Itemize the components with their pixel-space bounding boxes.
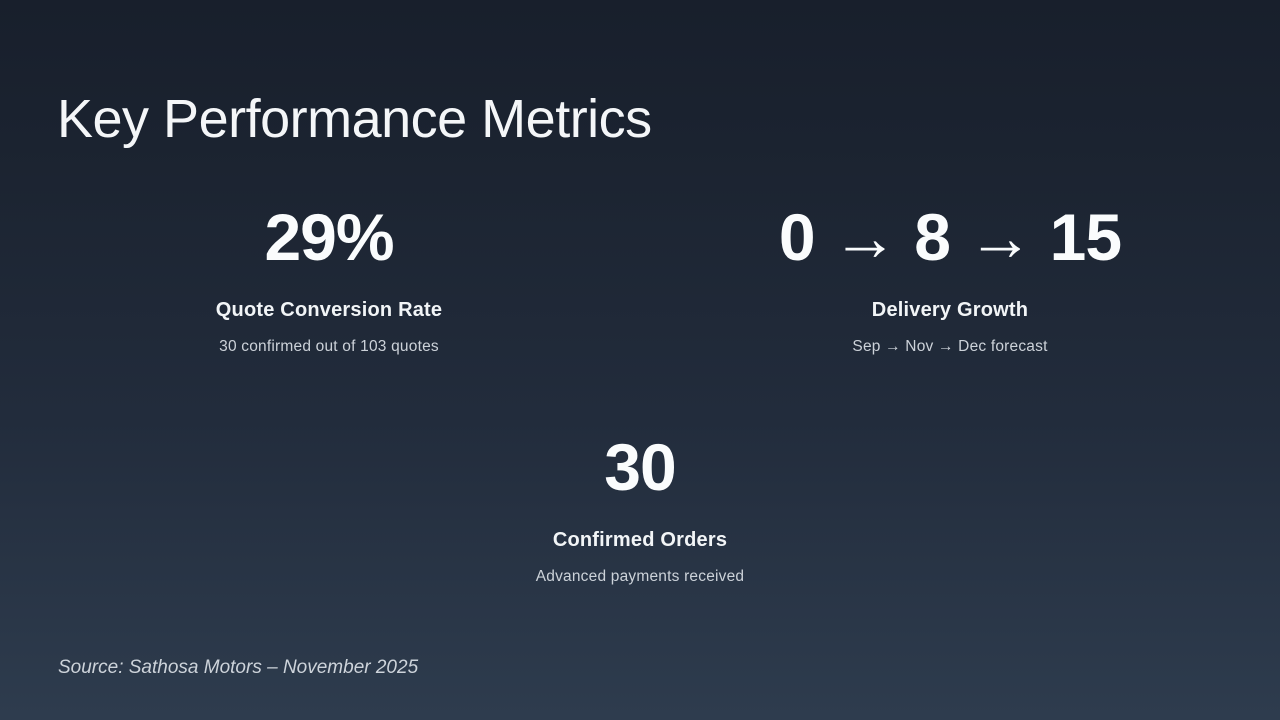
metric-detail-confirmed-orders: Advanced payments received (535, 568, 745, 585)
metric-confirmed-orders: 30 Confirmed Orders Advanced payments re… (430, 434, 850, 586)
metric-detail-delivery-growth: Sep → Nov → Dec forecast (852, 338, 1048, 355)
metric-value-confirmed-orders: 30 (604, 430, 676, 504)
page-title: Key Performance Metrics (57, 89, 652, 150)
metric-value-quote-conversion: 29% (264, 200, 394, 274)
metric-delivery-growth: 0 → 8 → 15 Delivery Growth Sep → Nov → D… (740, 204, 1160, 356)
metric-value-delivery-growth: 0 → 8 → 15 (778, 200, 1122, 274)
metric-quote-conversion-rate: 29% Quote Conversion Rate 30 confirmed o… (119, 204, 539, 356)
source-attribution: Source: Sathosa Motors – November 2025 (58, 657, 419, 678)
metric-detail-quote-conversion: 30 confirmed out of 103 quotes (219, 338, 439, 355)
metric-label-delivery-growth: Delivery Growth (871, 299, 1029, 321)
metric-label-quote-conversion: Quote Conversion Rate (215, 299, 443, 321)
metric-label-confirmed-orders: Confirmed Orders (552, 529, 728, 551)
